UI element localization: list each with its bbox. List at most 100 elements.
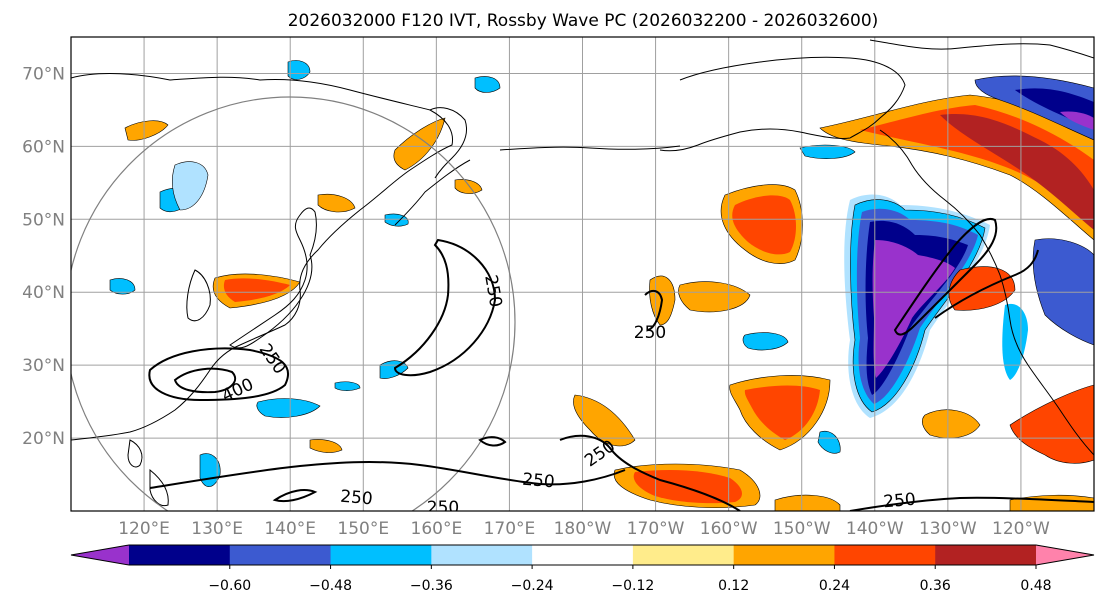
colorbar-tick-label: 0.12 bbox=[718, 578, 749, 594]
lon-tick-label: 120°W bbox=[992, 519, 1050, 539]
colorbar-tick-label: −0.24 bbox=[511, 578, 554, 594]
colorbar-segment bbox=[330, 545, 432, 565]
coast-aleutian bbox=[499, 145, 681, 151]
colorbar-tick-label: −0.36 bbox=[410, 578, 453, 594]
lon-tick-label: 150°W bbox=[773, 519, 831, 539]
contour-wc bbox=[893, 217, 998, 336]
lon-tick-label: 150°E bbox=[337, 519, 389, 539]
contour-label: 250 bbox=[427, 498, 459, 518]
chart-title: 2026032000 F120 IVT, Rossby Wave PC (202… bbox=[288, 11, 879, 31]
colorbar-segment bbox=[532, 545, 634, 565]
coast-japan bbox=[229, 207, 317, 349]
lon-tick-label: 130°W bbox=[919, 519, 977, 539]
lat-tick-label: 50°N bbox=[22, 210, 65, 230]
shade-wp-orange5 bbox=[454, 179, 483, 194]
coast-korea bbox=[186, 269, 211, 322]
colorbar-segment bbox=[733, 545, 835, 565]
contour-se-small bbox=[272, 489, 318, 503]
coast-north bbox=[869, 39, 1094, 59]
colorbar-extend-low bbox=[71, 545, 129, 565]
contour-se bbox=[849, 496, 1094, 511]
shade-wp-orange4 bbox=[124, 120, 169, 141]
contour-wc2 bbox=[934, 249, 1039, 319]
colorbar-tick-label: 0.36 bbox=[920, 578, 951, 594]
contour-low-wp-inner bbox=[173, 367, 237, 394]
colorbar-tick-label: −0.12 bbox=[611, 578, 654, 594]
lon-tick-label: 140°E bbox=[264, 519, 316, 539]
colorbar-segment bbox=[935, 545, 1037, 565]
lat-tick-label: 60°N bbox=[22, 137, 65, 157]
shade-wp-orange2 bbox=[393, 117, 446, 171]
shade-wp-orange3 bbox=[317, 193, 356, 213]
colorbar-tick-label: 0.48 bbox=[1020, 578, 1051, 594]
colorbar-segment bbox=[834, 545, 936, 565]
shade-wp-cyan1 bbox=[256, 398, 321, 418]
shade-gulf-red bbox=[732, 195, 796, 255]
shade-alaska-red bbox=[860, 105, 1094, 220]
ivt-contours bbox=[148, 217, 1094, 511]
contour-small1 bbox=[478, 436, 507, 447]
lat-tick-label: 70°N bbox=[22, 64, 65, 84]
colorbar-segment bbox=[431, 545, 533, 565]
contour-label: 250 bbox=[883, 490, 917, 513]
contour-sw bbox=[149, 461, 626, 489]
colorbar: −0.60 −0.48 −0.36 −0.24 −0.12 0.12 0.24 0.36 0.4… bbox=[70, 544, 1095, 594]
contour-southbeam bbox=[559, 434, 741, 511]
shade-wp-cyan8 bbox=[334, 381, 361, 391]
graticule bbox=[71, 37, 1094, 511]
contour-small2 bbox=[644, 289, 664, 331]
map-frame bbox=[70, 36, 1095, 512]
coast-taiwan-philippines bbox=[127, 439, 169, 507]
shade-wp-orange6 bbox=[309, 439, 343, 453]
contour-label: 250 bbox=[521, 470, 555, 493]
coast-kuril bbox=[394, 159, 471, 226]
shade-nw-purple bbox=[1060, 111, 1094, 130]
lon-tick-label: 180°W bbox=[554, 519, 612, 539]
range-ring bbox=[71, 96, 516, 511]
coast-alaska bbox=[659, 56, 906, 152]
shade-blob-cyan3 bbox=[799, 144, 856, 159]
shade-wp-cyan6 bbox=[474, 76, 501, 93]
shade-pnw-cyan bbox=[1002, 303, 1028, 380]
shade-trop-red bbox=[633, 470, 742, 504]
contour-low-wp bbox=[148, 347, 290, 402]
longitude-labels: 120°E 130°E 140°E 150°E 160°E 170°E 180°W 170°W… bbox=[118, 519, 1050, 539]
lon-tick-label: 130°E bbox=[191, 519, 243, 539]
colorbar-extend-high bbox=[1036, 545, 1094, 565]
shade-se-orange bbox=[921, 409, 981, 439]
lon-tick-label: 170°W bbox=[627, 519, 685, 539]
colorbar-outline bbox=[70, 544, 1095, 566]
lon-tick-label: 140°W bbox=[846, 519, 904, 539]
shade-mid-orange bbox=[678, 281, 751, 313]
contour-crescent bbox=[393, 238, 497, 377]
coast-kamchatka bbox=[429, 107, 467, 179]
shade-blob-cyan2 bbox=[817, 430, 841, 454]
coast-asia bbox=[71, 73, 454, 441]
colorbar-segment bbox=[129, 545, 231, 565]
colorbar-tick-label: −0.60 bbox=[208, 578, 251, 594]
shade-wp-light1 bbox=[171, 161, 209, 211]
coast-bc bbox=[879, 129, 1011, 321]
lat-tick-label: 30°N bbox=[22, 356, 65, 376]
shade-bottom-orange2 bbox=[1009, 494, 1094, 511]
lon-tick-label: 120°E bbox=[118, 519, 170, 539]
contour-label: 250 bbox=[634, 323, 666, 343]
coast-uswest bbox=[1009, 319, 1094, 456]
shade-blob-cyan1 bbox=[742, 332, 789, 351]
shade-sub-red bbox=[744, 385, 820, 440]
colorbar-segment bbox=[632, 545, 735, 565]
lon-tick-label: 160°E bbox=[411, 519, 463, 539]
shade-trop2-orange bbox=[573, 394, 636, 447]
lat-tick-label: 20°N bbox=[22, 429, 65, 449]
shade-coast-purple bbox=[872, 240, 955, 378]
shade-alaska-darkred bbox=[940, 114, 1094, 230]
colorbar-tick-label: −0.48 bbox=[309, 578, 352, 594]
shade-se-red bbox=[1009, 384, 1094, 464]
shade-bottom-orange bbox=[774, 494, 841, 511]
lon-tick-label: 160°W bbox=[700, 519, 758, 539]
shade-nw-blue bbox=[974, 75, 1094, 141]
contour-label: 250 bbox=[339, 487, 373, 510]
colorbar-tick-label: 0.24 bbox=[819, 578, 850, 594]
